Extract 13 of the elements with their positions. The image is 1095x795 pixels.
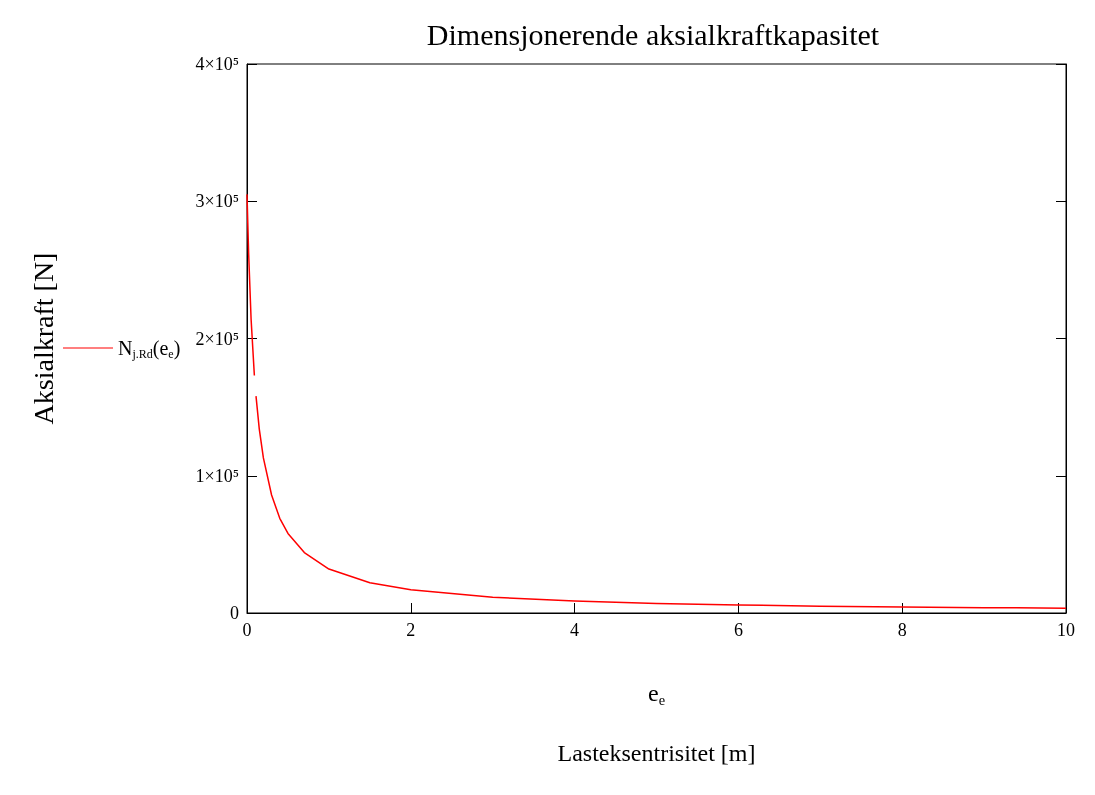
x-tick-label: 6 (733, 620, 743, 640)
x-tick-label: 8 (897, 620, 907, 640)
y-tick-label: 0 (230, 603, 239, 623)
chart-title: Dimensjonerende aksialkraftkapasitet (426, 17, 880, 51)
x-tick-label: 2 (406, 620, 416, 640)
y-tick-label: 2×10⁵ (195, 328, 239, 349)
y-tick-label: 3×10⁵ (195, 191, 239, 212)
y-tick-label: 1×10⁵ (195, 465, 239, 486)
y-tick-label: 4×10⁵ (195, 54, 239, 74)
x-tick-label: 0 (242, 620, 252, 640)
x-tick-label: 10 (1057, 620, 1075, 640)
y-axis-title: Aksialkraft [N] (27, 252, 59, 425)
x-tick-label: 4 (570, 620, 580, 640)
